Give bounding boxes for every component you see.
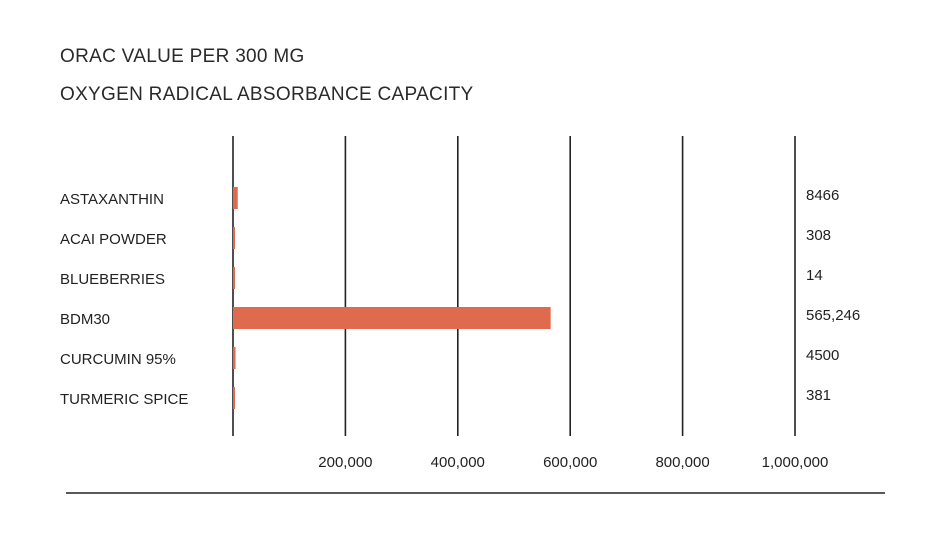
- data-label: 381: [806, 387, 831, 404]
- bar: [233, 267, 235, 289]
- category-label: ACAI POWDER: [60, 231, 167, 248]
- bar: [233, 307, 551, 329]
- data-label: 308: [806, 227, 831, 244]
- x-tick-label: 200,000: [318, 454, 372, 471]
- data-label: 4500: [806, 347, 839, 364]
- x-tick-label: 1,000,000: [762, 454, 829, 471]
- x-tick-label: 800,000: [655, 454, 709, 471]
- category-label: BLUEBERRIES: [60, 271, 165, 288]
- category-label: CURCUMIN 95%: [60, 351, 176, 368]
- data-label: 565,246: [806, 307, 860, 324]
- data-label: 8466: [806, 187, 839, 204]
- x-tick-label: 600,000: [543, 454, 597, 471]
- data-label: 14: [806, 267, 823, 284]
- chart-title: ORAC VALUE PER 300 MG: [60, 46, 305, 67]
- category-label: TURMERIC SPICE: [60, 391, 188, 408]
- bar: [233, 187, 238, 209]
- x-tick-label: 400,000: [431, 454, 485, 471]
- bar: [233, 387, 235, 409]
- category-label: BDM30: [60, 311, 110, 328]
- chart-subtitle: OXYGEN RADICAL ABSORBANCE CAPACITY: [60, 84, 474, 105]
- bar: [233, 227, 235, 249]
- bar: [233, 347, 236, 369]
- category-label: ASTAXANTHIN: [60, 191, 164, 208]
